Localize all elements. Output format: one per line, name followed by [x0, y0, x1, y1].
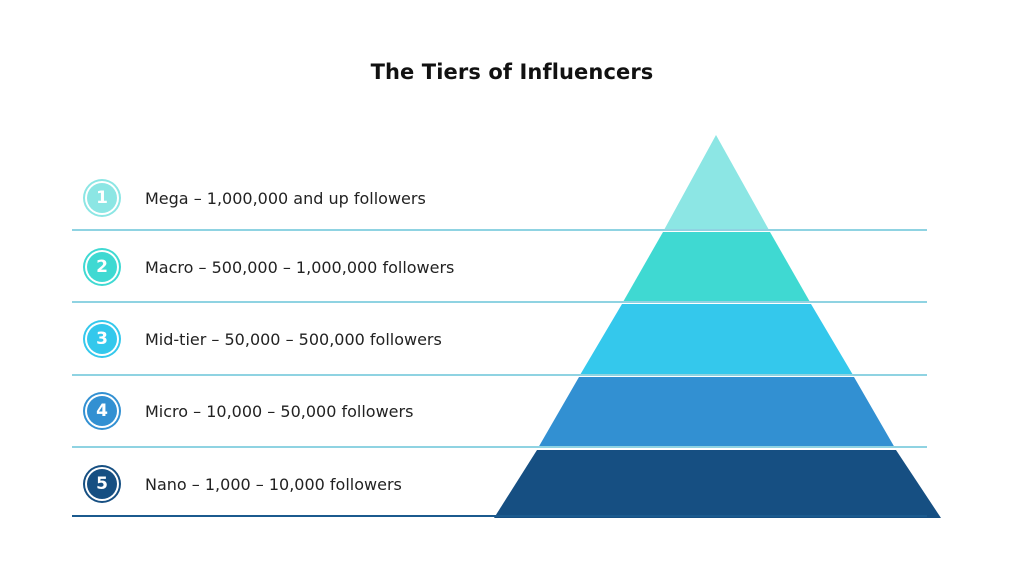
- tier-5-label: Nano – 1,000 – 10,000 followers: [145, 475, 402, 494]
- tier-1-number-badge: 1: [87, 183, 117, 213]
- tier-2-number: 2: [96, 257, 108, 277]
- tier-row-1: 1 Mega – 1,000,000 and up followers: [72, 162, 927, 234]
- tier-1-number: 1: [96, 188, 108, 208]
- tier-3-number: 3: [96, 329, 108, 349]
- pyramid-tier-4: [538, 377, 895, 448]
- tier-2-number-badge: 2: [87, 252, 117, 282]
- divider-1: [72, 229, 927, 231]
- pyramid-tier-1: [664, 135, 769, 230]
- pyramid-tier-2: [623, 232, 810, 302]
- tier-1-label: Mega – 1,000,000 and up followers: [145, 189, 426, 208]
- tier-row-5: 5 Nano – 1,000 – 10,000 followers: [72, 448, 927, 520]
- tier-4-number: 4: [96, 401, 108, 421]
- divider-3: [72, 374, 927, 376]
- tier-4-number-badge: 4: [87, 396, 117, 426]
- tier-row-4: 4 Micro – 10,000 – 50,000 followers: [72, 376, 927, 448]
- tier-3-number-badge: 3: [87, 324, 117, 354]
- tier-row-3: 3 Mid-tier – 50,000 – 500,000 followers: [72, 304, 927, 376]
- tier-3-label: Mid-tier – 50,000 – 500,000 followers: [145, 330, 442, 349]
- pyramid-tier-3: [580, 304, 853, 375]
- tier-2-label: Macro – 500,000 – 1,000,000 followers: [145, 258, 455, 277]
- divider-2: [72, 301, 927, 303]
- diagram-title: The Tiers of Influencers: [370, 60, 654, 84]
- divider-4: [72, 446, 927, 448]
- tier-5-number-badge: 5: [87, 469, 117, 499]
- pyramid-tier-5: [494, 450, 941, 518]
- tier-5-number: 5: [96, 474, 108, 494]
- tier-row-2: 2 Macro – 500,000 – 1,000,000 followers: [72, 232, 927, 304]
- base-line: [72, 515, 927, 517]
- tier-4-label: Micro – 10,000 – 50,000 followers: [145, 402, 414, 421]
